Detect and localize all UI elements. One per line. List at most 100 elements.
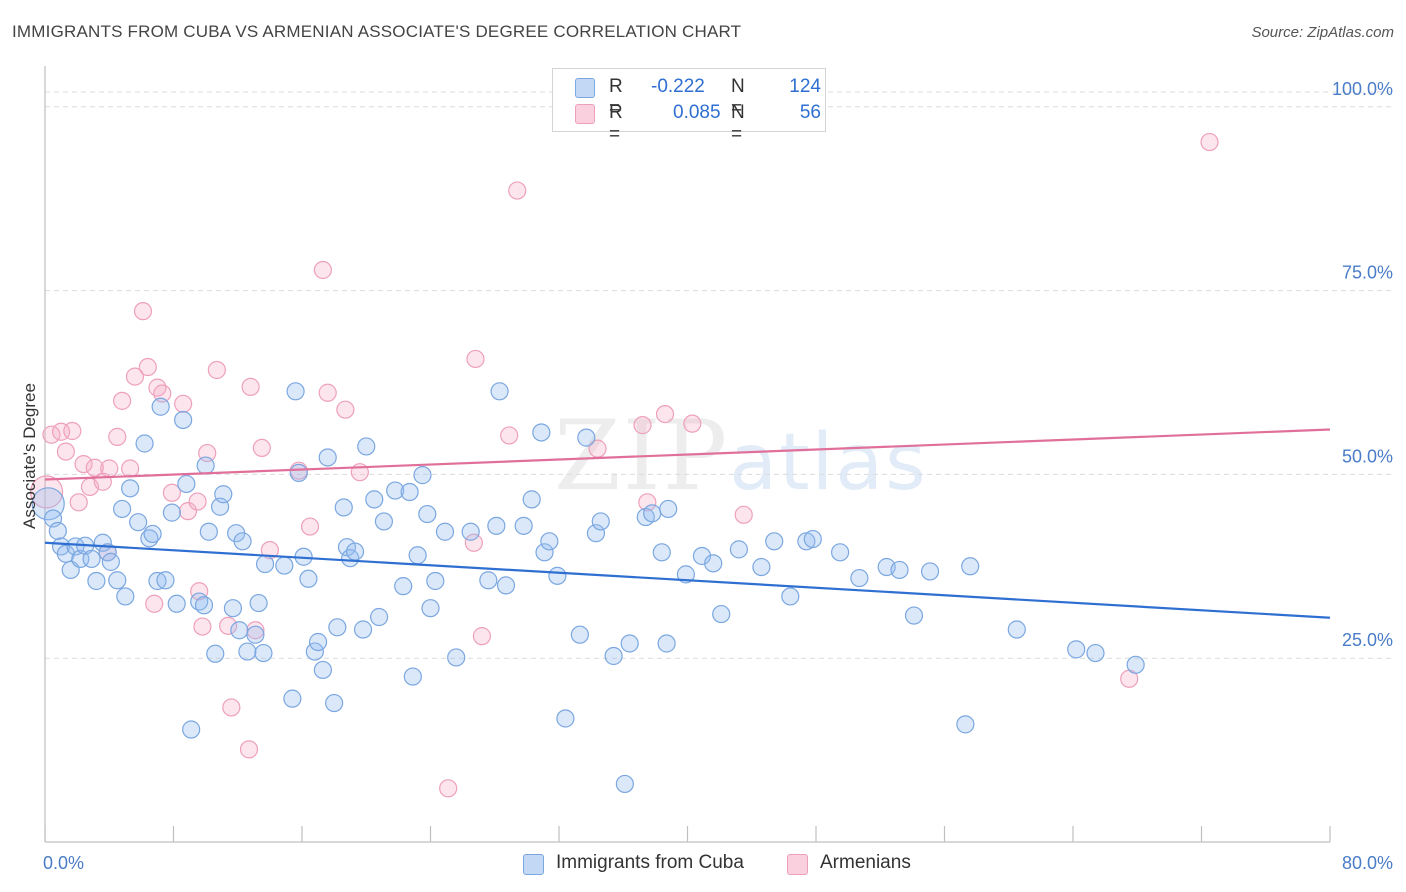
tick-labels: 25.0% 50.0% 75.0% 100.0% 0.0% 80.0% — [43, 79, 1393, 873]
armenian-point — [472, 627, 491, 646]
cuba-point — [275, 556, 294, 575]
armenian-point — [148, 378, 167, 397]
cuba-point — [108, 571, 127, 590]
armenian-point — [655, 404, 675, 424]
cuba-point — [426, 571, 445, 591]
correlation-legend: R = -0.222 N = 124 R = 0.085 N = 56 — [552, 68, 826, 145]
cuba-point — [496, 576, 516, 595]
cuba-point — [325, 693, 344, 713]
x-tick-label: 0.0% — [43, 853, 84, 873]
legend-n-value: 56 — [799, 102, 821, 123]
armenian-point — [500, 426, 519, 445]
cuba-point — [920, 562, 940, 581]
watermark: ZIPatlas — [554, 400, 928, 512]
cuba-point — [657, 634, 676, 653]
legend-n-label: N = — [731, 76, 745, 119]
cuba-point — [182, 720, 201, 739]
cuba-point — [961, 557, 980, 576]
armenian-point — [260, 541, 279, 560]
cuba-point — [532, 423, 551, 442]
watermark-atlas: atlas — [729, 418, 928, 508]
armenian-point — [193, 617, 212, 636]
cuba-point — [87, 571, 106, 591]
armenian-point — [188, 492, 207, 511]
cuba-point — [643, 504, 662, 523]
cuba-point — [101, 552, 120, 571]
cuba-point — [540, 532, 559, 551]
cuba-point — [421, 599, 440, 618]
legend-swatch-pink — [787, 854, 808, 875]
axes — [44, 66, 1331, 843]
cuba-point — [1067, 640, 1086, 659]
cuba-point — [48, 521, 67, 541]
cuba-point — [447, 648, 466, 667]
cuba-point — [586, 524, 606, 543]
cuba-point — [850, 568, 869, 588]
y-tick-label: 100.0% — [1332, 79, 1393, 99]
cuba-point — [246, 625, 265, 644]
armenian-point — [683, 414, 702, 433]
cuba-point — [116, 587, 135, 606]
cuba-point — [803, 529, 822, 549]
legend-r-value: -0.222 — [651, 76, 705, 97]
cuba-point — [313, 660, 332, 680]
cuba-point — [403, 667, 422, 686]
cuba-point — [830, 543, 850, 562]
cuba-point — [604, 646, 623, 666]
cuba-point — [286, 382, 305, 401]
legend-n-value: 124 — [789, 76, 821, 97]
armenian-point — [318, 383, 337, 402]
cuba-point — [238, 642, 257, 661]
cuba-point — [1126, 655, 1145, 674]
armenian-point — [74, 454, 93, 474]
armenian-point — [174, 394, 193, 413]
cuba-point — [353, 620, 373, 639]
cuba-point — [305, 642, 324, 661]
cuba-point — [890, 560, 909, 580]
cuba-point — [129, 513, 148, 532]
cuba-point — [82, 549, 101, 569]
cuba-point — [255, 554, 275, 574]
legend-r-value: 0.085 — [673, 102, 721, 123]
cuba-point — [591, 512, 610, 531]
armenian-point — [241, 377, 260, 396]
cuba-point — [461, 522, 480, 541]
legend-label-armenians: Armenians — [820, 852, 911, 873]
cuba-point — [620, 634, 639, 653]
cuba-point — [781, 587, 800, 606]
cuba-point — [151, 397, 170, 416]
cuba-point — [249, 593, 268, 613]
cuba-point — [334, 498, 353, 517]
legend-r-label: R = — [609, 76, 623, 119]
armenian-point — [222, 698, 241, 717]
armenian-point — [133, 302, 153, 321]
armenian-point — [439, 779, 458, 798]
armenian-point — [252, 438, 271, 458]
cuba-point — [121, 479, 140, 498]
legend-label-cuba: Immigrants from Cuba — [556, 852, 744, 873]
source-label: Source: ZipAtlas.com — [1251, 24, 1394, 41]
armenian-point — [112, 391, 132, 410]
armenian-point — [121, 459, 140, 478]
cuba-point — [729, 540, 749, 559]
cuba-point — [328, 618, 347, 637]
cuba-point — [365, 490, 384, 509]
armenian-point — [508, 181, 527, 200]
legend-swatch-blue — [523, 854, 544, 875]
cuba-point — [143, 524, 162, 544]
legend-r-label: R = — [609, 102, 623, 145]
legend-swatch-blue — [575, 78, 595, 98]
cuba-point — [308, 632, 328, 652]
cuba-point — [31, 487, 65, 521]
cuba-point — [214, 485, 233, 504]
cuba-point — [230, 621, 249, 640]
armenian-point — [734, 505, 753, 524]
y-tick-label: 25.0% — [1342, 630, 1393, 650]
cuba-point — [98, 543, 117, 562]
armenian-point — [125, 367, 145, 386]
cuba-point — [254, 643, 273, 663]
cuba-point — [704, 554, 723, 573]
cuba-point — [522, 490, 541, 509]
cuba-point — [435, 522, 455, 541]
armenian-point — [153, 384, 172, 403]
